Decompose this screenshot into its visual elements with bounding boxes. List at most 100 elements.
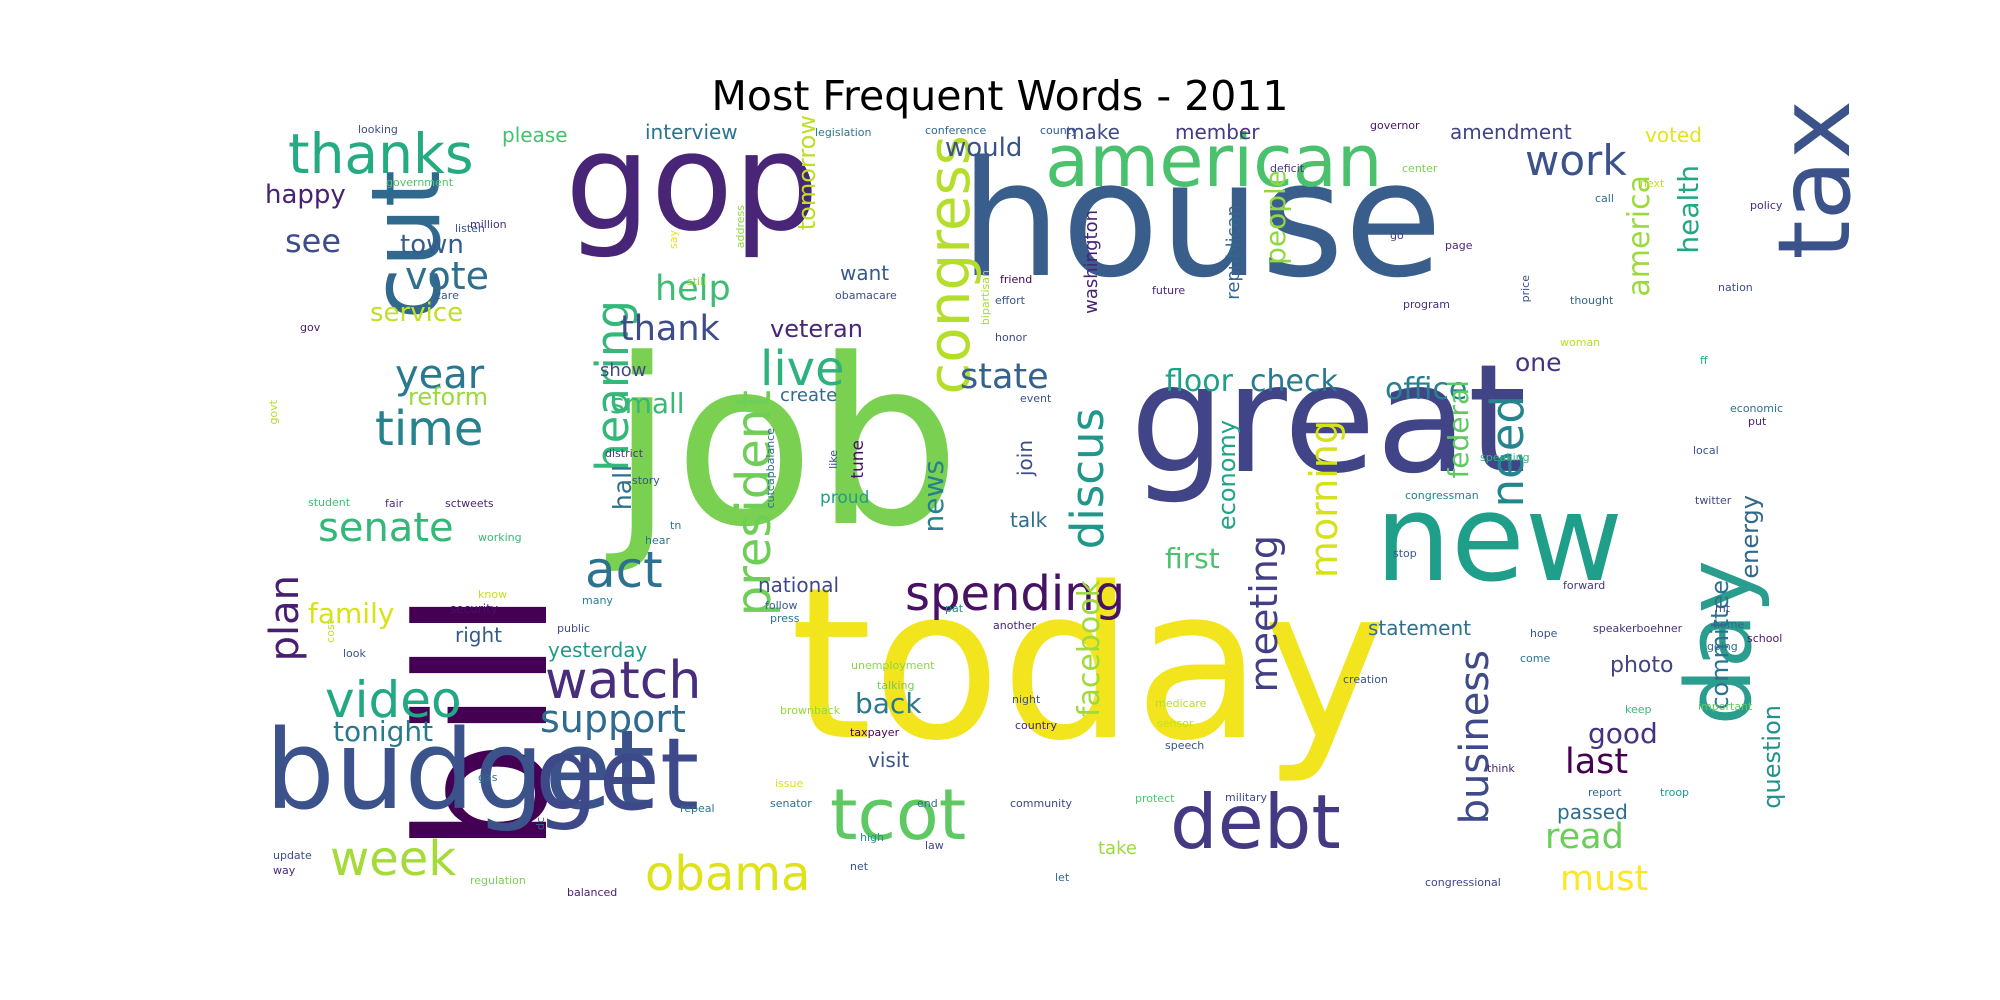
word-press: press xyxy=(770,612,800,625)
word-troop: troop xyxy=(1660,786,1690,799)
word-security: security xyxy=(450,602,498,616)
word-school: school xyxy=(1747,632,1783,645)
word-update: update xyxy=(273,849,312,862)
word-way: way xyxy=(273,864,296,877)
word-working: working xyxy=(478,531,522,544)
word-gas: gas xyxy=(478,771,498,784)
word-ff: ff xyxy=(1700,354,1708,367)
word-service: service xyxy=(370,298,464,328)
word-office: office xyxy=(1385,372,1468,407)
word-sctweets: sctweets xyxy=(445,497,494,510)
word-plan: plan xyxy=(262,575,308,662)
word-future: future xyxy=(1152,284,1186,297)
word-work: work xyxy=(1525,136,1627,185)
word-video: video xyxy=(325,671,462,729)
word-first: first xyxy=(1165,542,1220,575)
word-million: million xyxy=(470,218,507,231)
word-let: let xyxy=(1055,871,1070,884)
word-still: still xyxy=(687,275,707,288)
word-thought: thought xyxy=(1570,294,1614,307)
word-right: right xyxy=(455,623,502,647)
word-debt: debt xyxy=(1170,778,1341,866)
word-tonight: tonight xyxy=(333,715,434,748)
word-show: show xyxy=(600,360,647,381)
word-veteran: veteran xyxy=(770,315,863,343)
word-speaking: speaking xyxy=(1480,451,1530,464)
word-morning: morning xyxy=(1302,420,1346,579)
word-keep: keep xyxy=(1625,703,1652,716)
word-family: family xyxy=(308,597,395,630)
word-state: state xyxy=(960,357,1049,397)
word-community: community xyxy=(1010,797,1073,810)
word-repeal: repeal xyxy=(680,802,715,815)
word-meeting: meeting xyxy=(1242,535,1286,693)
word-talk: talk xyxy=(1010,508,1048,532)
word-thank: thank xyxy=(620,309,720,349)
word-issue: issue xyxy=(775,777,804,790)
word-republican: republican xyxy=(1223,205,1244,300)
word-live: live xyxy=(760,341,845,397)
word-cost: cost xyxy=(324,620,337,643)
word-time: time xyxy=(375,401,484,457)
word-hall: hall xyxy=(608,465,637,511)
word-economy: economy xyxy=(1213,420,1241,531)
word-government: government xyxy=(386,176,454,189)
word-read: read xyxy=(1545,817,1624,857)
word-america: america xyxy=(1622,175,1657,297)
word-gop: gop xyxy=(565,104,819,261)
word-get: get xyxy=(535,716,700,833)
word-report: report xyxy=(1588,786,1622,799)
word-effort: effort xyxy=(995,294,1025,307)
word-interview: interview xyxy=(645,120,738,144)
word-another: another xyxy=(993,619,1037,632)
word-student: student xyxy=(308,496,351,509)
word-cutcapbalance: cutcapbalance xyxy=(764,428,777,509)
word-mt: mt xyxy=(1715,602,1731,615)
word-legislation: legislation xyxy=(815,126,872,139)
word-law: law xyxy=(925,839,944,852)
word-watch: watch xyxy=(545,651,702,711)
word-amendment: amendment xyxy=(1450,120,1572,144)
word-please: please xyxy=(502,123,568,147)
word-come: come xyxy=(1520,652,1551,665)
word-go: go xyxy=(1390,229,1404,242)
word-thanks: thanks xyxy=(288,122,474,186)
word-congressional: congressional xyxy=(1425,876,1501,889)
word-talking: talking xyxy=(877,679,915,692)
word-forward: forward xyxy=(1563,579,1606,592)
word-friend: friend xyxy=(1000,273,1033,286)
word-call: call xyxy=(1595,192,1614,205)
word-town: town xyxy=(400,230,464,260)
word-voted: voted xyxy=(1645,123,1702,147)
word-happy: happy xyxy=(265,180,346,210)
word-year: year xyxy=(395,352,485,398)
word-federal: federal xyxy=(1442,380,1475,479)
word-floor: floor xyxy=(1165,364,1233,399)
word-house: house xyxy=(960,126,1443,313)
word-washington: washington xyxy=(1081,210,1102,314)
word-job: job xyxy=(610,311,961,578)
word-home: home xyxy=(1713,618,1745,631)
word-obama: obama xyxy=(645,846,811,902)
word-event: event xyxy=(1020,392,1052,405)
word-price: price xyxy=(1519,275,1532,303)
word-creation: creation xyxy=(1343,673,1388,686)
word-senator: senator xyxy=(770,797,812,810)
word-taxpayer: taxpayer xyxy=(850,726,900,739)
word-governor: governor xyxy=(1370,119,1420,132)
word-tcot: tcot xyxy=(830,774,967,856)
word-govt: govt xyxy=(267,400,280,425)
word-facebook: facebook xyxy=(1072,580,1107,718)
word-health: health xyxy=(1672,165,1705,254)
word-county: county xyxy=(1040,124,1078,137)
word-like: like xyxy=(827,450,840,469)
word-want: want xyxy=(840,261,890,285)
word-follow: follow xyxy=(765,599,798,612)
word-gov: gov xyxy=(300,321,321,334)
word-today: today xyxy=(790,542,1388,787)
word-support: support xyxy=(540,697,686,741)
word-hope: hope xyxy=(1530,627,1558,640)
word-public: public xyxy=(557,622,591,635)
